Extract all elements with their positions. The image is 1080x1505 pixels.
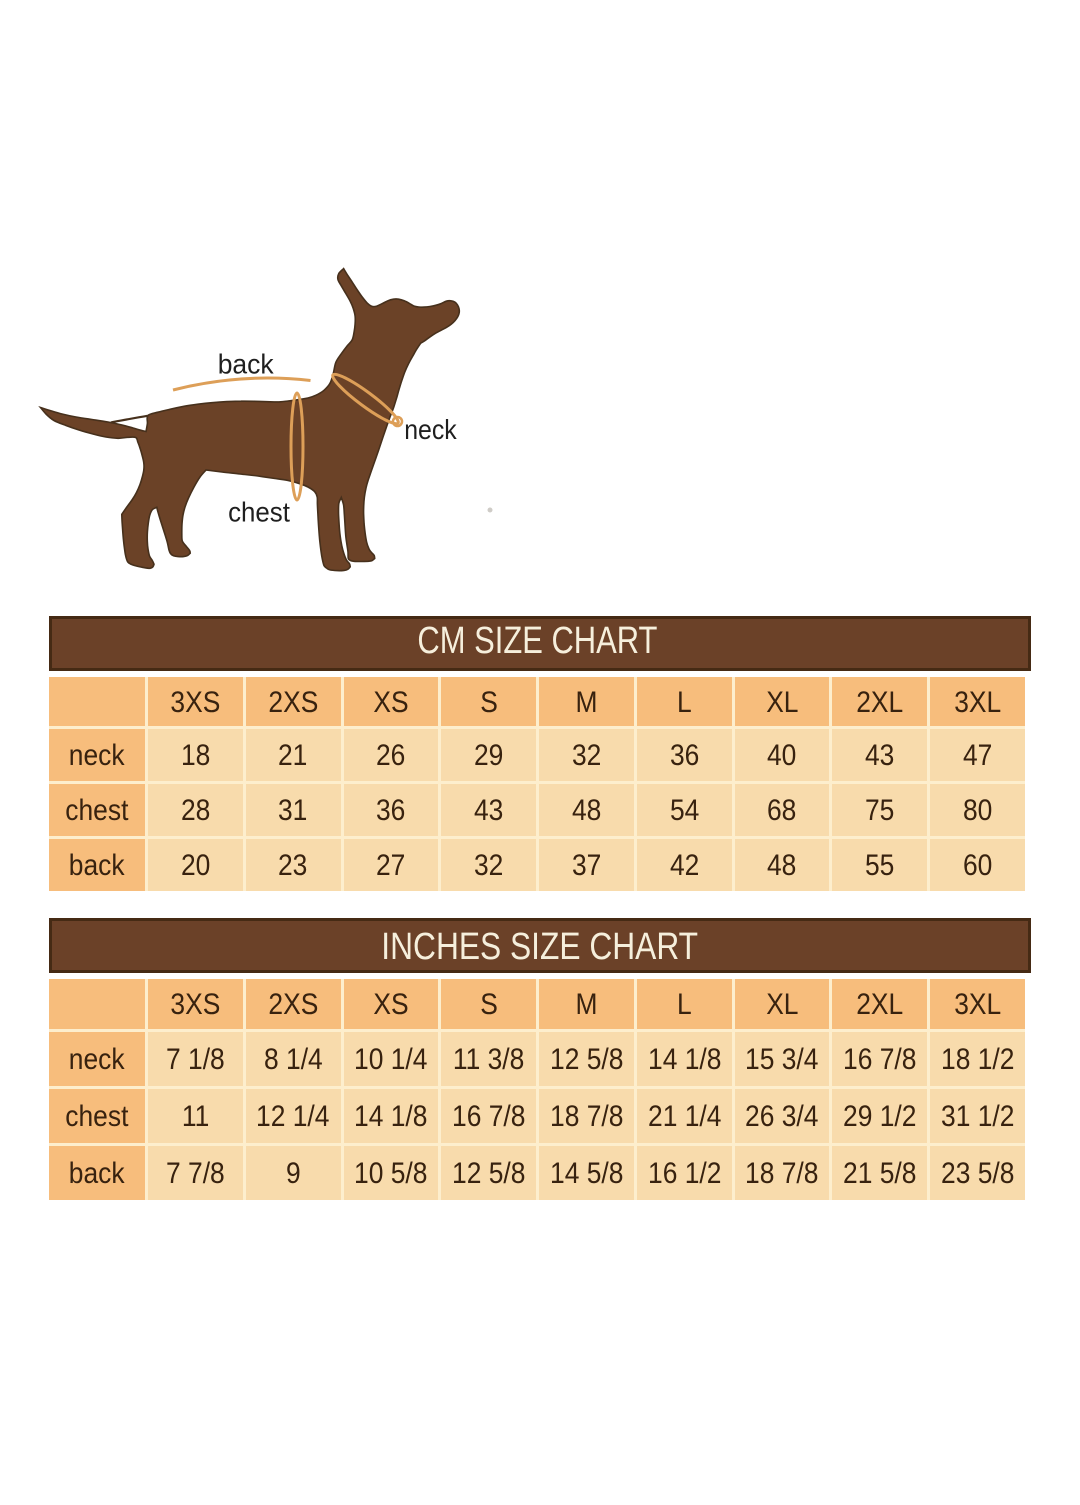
svg-text:neck: neck <box>404 414 457 445</box>
svg-text:chest: chest <box>228 496 290 527</box>
svg-text:back: back <box>218 349 275 380</box>
